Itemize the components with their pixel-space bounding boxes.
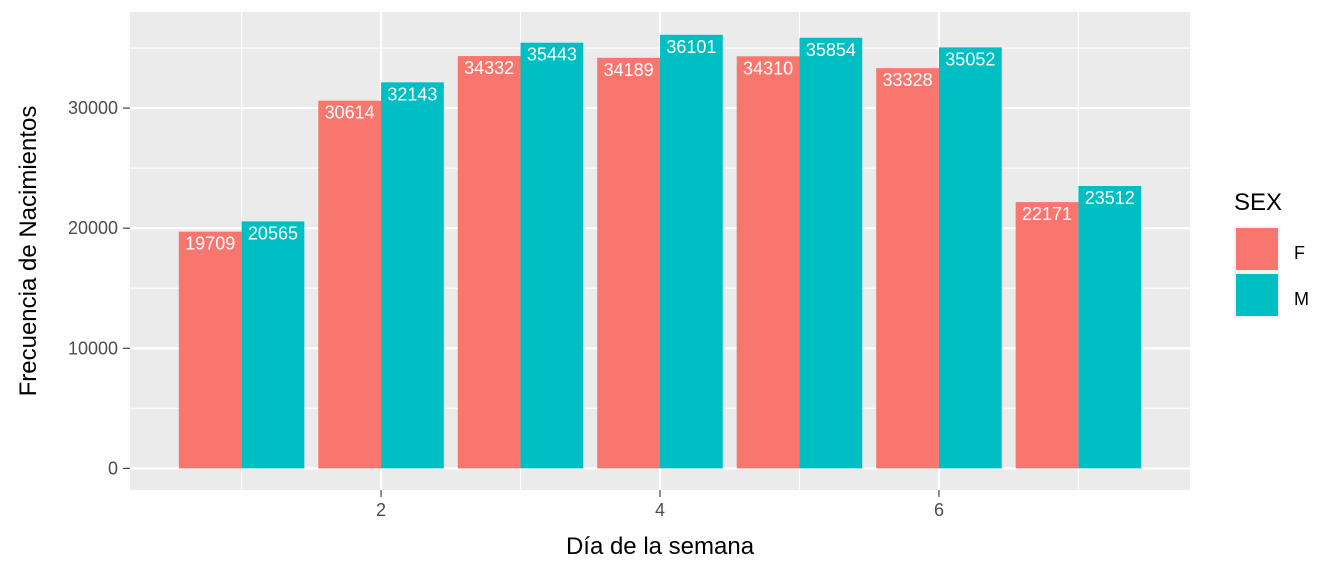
bar-f-7 bbox=[1015, 202, 1079, 469]
legend-title: SEX bbox=[1234, 189, 1282, 216]
bar-m-6 bbox=[938, 47, 1002, 469]
bar-label-m-3: 35443 bbox=[527, 45, 577, 65]
bar-label-m-2: 32143 bbox=[387, 84, 437, 104]
y-axis-title: Frecuencia de Nacimientos bbox=[15, 106, 42, 397]
bar-label-f-4: 34189 bbox=[604, 60, 654, 80]
bar-m-2 bbox=[381, 82, 444, 469]
legend-label-f: F bbox=[1294, 243, 1305, 263]
y-tick-label: 30000 bbox=[68, 98, 118, 118]
bar-f-1 bbox=[178, 231, 242, 469]
bar-f-3 bbox=[457, 56, 521, 469]
bar-label-f-7: 22171 bbox=[1022, 204, 1072, 224]
bar-label-m-5: 35854 bbox=[806, 40, 856, 60]
legend-label-m: M bbox=[1294, 289, 1309, 309]
y-tick-label: 20000 bbox=[68, 218, 118, 238]
bar-f-5 bbox=[736, 56, 800, 469]
bars bbox=[178, 34, 1142, 469]
bar-label-m-1: 20565 bbox=[248, 223, 298, 243]
legend-swatch-f bbox=[1236, 228, 1278, 270]
bar-m-1 bbox=[241, 221, 305, 469]
legend-swatch-m bbox=[1236, 274, 1278, 316]
x-tick-label: 2 bbox=[376, 500, 386, 520]
y-axis: 0 10000 20000 30000 bbox=[68, 98, 130, 478]
x-tick-label: 4 bbox=[655, 500, 665, 520]
bar-m-3 bbox=[520, 42, 584, 469]
x-axis: 2 4 6 bbox=[376, 490, 944, 520]
bar-m-4 bbox=[660, 34, 723, 469]
bar-label-f-1: 19709 bbox=[185, 234, 235, 254]
bar-f-4 bbox=[597, 57, 660, 469]
legend: SEX F M bbox=[1234, 189, 1309, 318]
bar-label-f-2: 30614 bbox=[325, 103, 375, 123]
bar-label-m-6: 35052 bbox=[945, 49, 995, 69]
y-tick-label: 10000 bbox=[68, 338, 118, 358]
bar-label-f-3: 34332 bbox=[464, 58, 514, 78]
bar-m-7 bbox=[1078, 186, 1142, 469]
y-tick-label: 0 bbox=[108, 458, 118, 478]
bar-m-5 bbox=[799, 37, 863, 469]
bar-label-f-5: 34310 bbox=[743, 58, 793, 78]
x-tick-label: 6 bbox=[934, 500, 944, 520]
x-axis-title: Día de la semana bbox=[566, 533, 755, 560]
bar-label-m-4: 36101 bbox=[666, 37, 716, 57]
bar-f-2 bbox=[318, 100, 382, 469]
bar-f-6 bbox=[876, 68, 939, 469]
bar-label-m-7: 23512 bbox=[1085, 188, 1135, 208]
bar-labels: 19709 30614 34332 34189 34310 33328 22171 20565… bbox=[185, 37, 1135, 254]
bar-label-f-6: 33328 bbox=[883, 70, 933, 90]
